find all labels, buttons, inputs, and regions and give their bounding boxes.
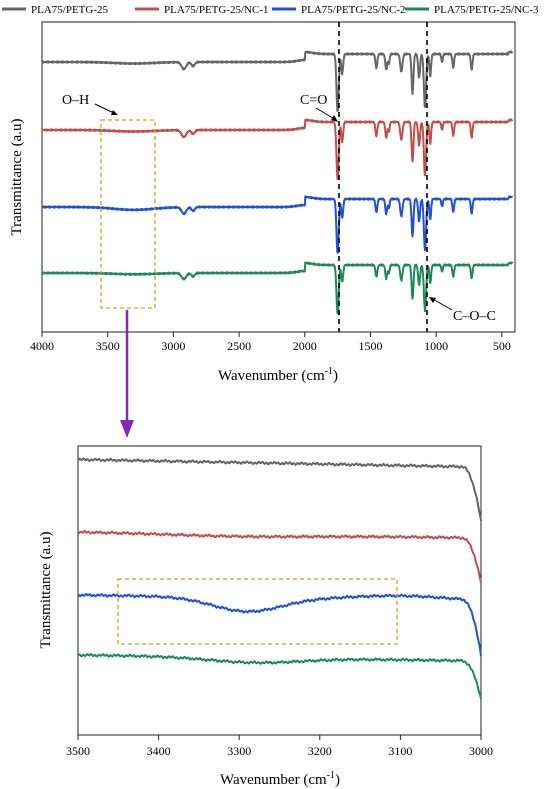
bottom-xtick-label: 3200	[308, 744, 332, 758]
bottom-plot-frame	[77, 445, 482, 736]
annotation-coc-arrowhead	[429, 297, 436, 303]
top-ylabel: Transmittance (a.u)	[9, 119, 25, 236]
bottom-series-line-4	[77, 653, 482, 699]
bottom-xtick-label: 3100	[388, 744, 412, 758]
top-series-line-3	[41, 195, 514, 254]
top-xtick-label: 4000	[30, 339, 54, 353]
legend-label-3: PLA75/PETG-25/NC-2	[301, 4, 406, 16]
top-series-line-2	[41, 118, 514, 180]
bottom-xtick-label: 3400	[147, 744, 171, 758]
top-xtick-label: 3500	[96, 339, 120, 353]
legend-label-2: PLA75/PETG-25/NC-1	[164, 4, 269, 16]
top-xtick-label: 1000	[424, 339, 448, 353]
bottom-panel: 3500 3400 3300 3200 3100 3000 Wavenumber (cm-…	[38, 445, 493, 788]
top-xlabel: Wavenumber (cm-1)	[218, 366, 338, 384]
top-series-line-1	[41, 50, 514, 112]
bottom-xlabel: Wavenumber (cm-1)	[220, 770, 340, 788]
zoom-highlight-box	[117, 578, 398, 645]
annotation-oh-arrowhead	[111, 110, 118, 115]
bottom-xtick-label: 3000	[469, 744, 493, 758]
legend-label-1: PLA75/PETG-25	[31, 4, 109, 16]
bottom-series-line-2	[77, 530, 482, 583]
top-panel: 4000 3500 3000 2500 2000 1500 1000 500 C=O C–O–…	[9, 21, 516, 384]
bottom-series-line-3	[77, 592, 482, 656]
oh-highlight-box	[100, 119, 156, 309]
top-plot-frame	[41, 21, 516, 333]
top-xtick-label: 1500	[358, 339, 382, 353]
top-xtick-label: 2000	[293, 339, 317, 353]
top-series-line-4	[41, 261, 514, 315]
bottom-xtick-label: 3300	[227, 744, 251, 758]
legend: PLA75/PETG-25 PLA75/PETG-25/NC-1 PLA75/PET…	[2, 4, 539, 16]
legend-label-4: PLA75/PETG-25/NC-3	[434, 4, 539, 16]
annotation-oh: O–H	[62, 93, 89, 108]
top-xtick-label: 2500	[227, 339, 251, 353]
bottom-ylabel: Transmittance (a.u)	[38, 532, 54, 649]
top-xtick-label: 3000	[161, 339, 185, 353]
annotation-co: C=O	[300, 93, 327, 108]
annotation-coc: C–O–C	[453, 309, 496, 324]
zoom-connector	[120, 310, 134, 438]
bottom-xtick-label: 3500	[66, 744, 90, 758]
bottom-series-line-1	[77, 457, 482, 521]
connector-arrowhead	[120, 420, 134, 438]
annotation-co-arrowhead	[331, 115, 338, 122]
top-xtick-label: 500	[493, 339, 511, 353]
